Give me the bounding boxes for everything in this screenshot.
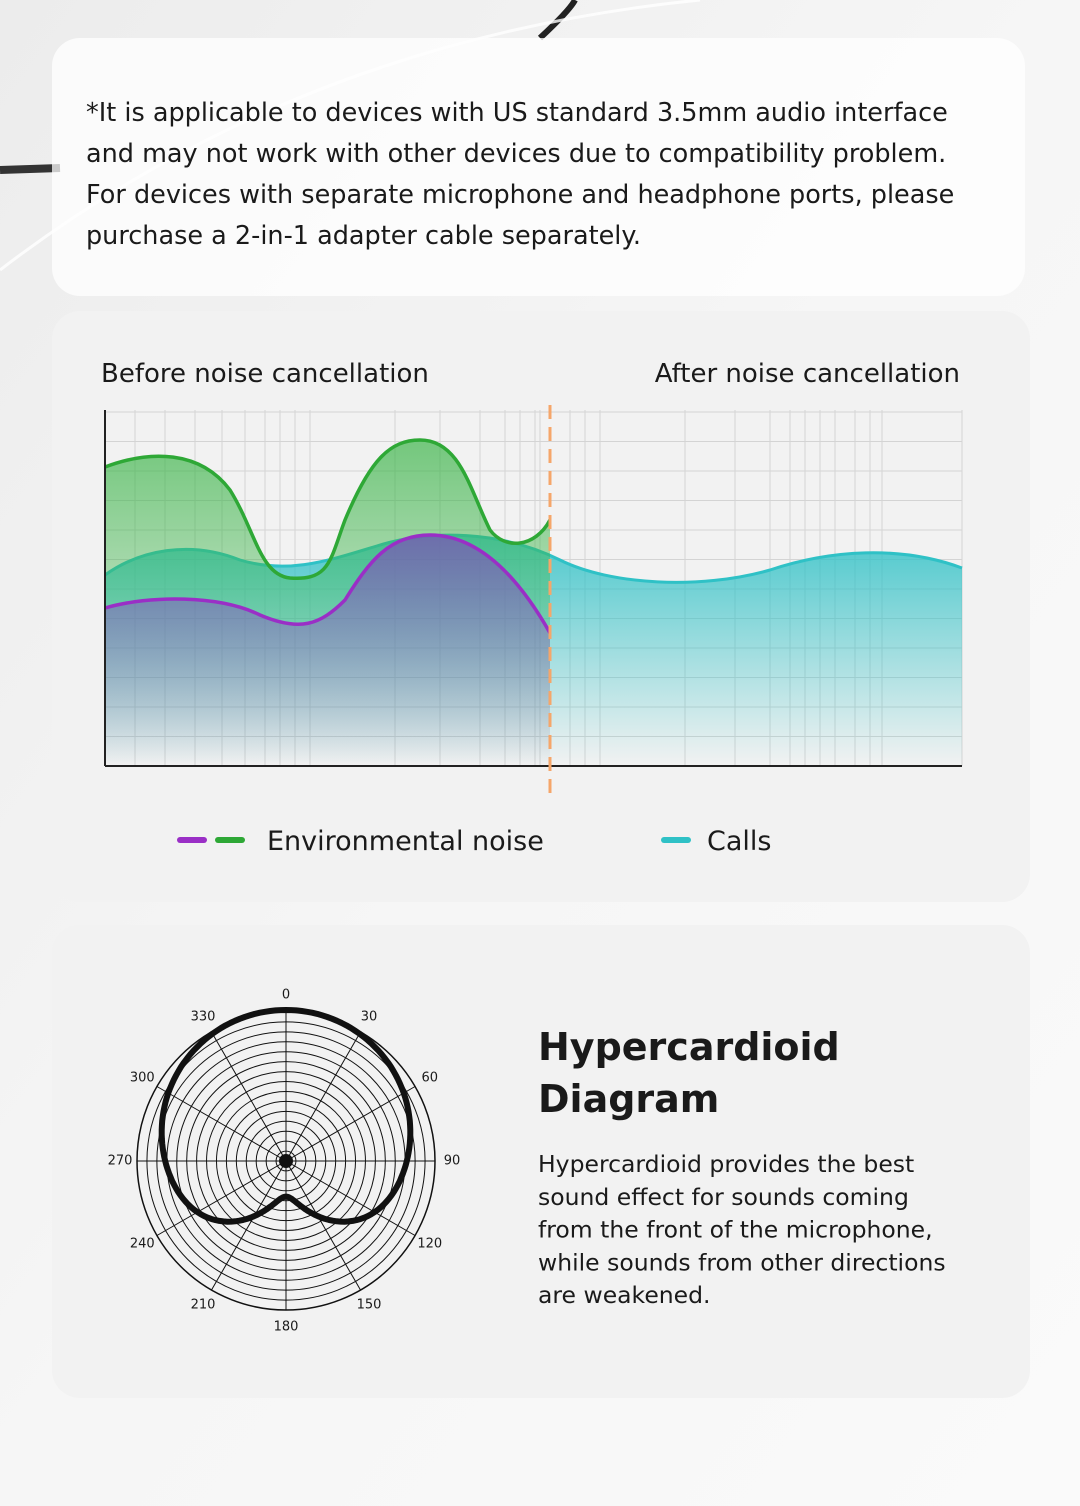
description-line: from the front of the microphone, bbox=[538, 1216, 933, 1244]
polar-label: 120 bbox=[417, 1237, 442, 1252]
description-line: are weakened. bbox=[538, 1281, 711, 1309]
note-line: For devices with separate microphone and… bbox=[86, 180, 954, 210]
polar-label: 0 bbox=[282, 988, 290, 1003]
polar-spoke bbox=[156, 1160, 287, 1236]
polar-label: 240 bbox=[130, 1237, 155, 1252]
pickup-pattern bbox=[158, 1007, 414, 1225]
polar-spoke bbox=[211, 1160, 287, 1291]
title-line: Diagram bbox=[538, 1077, 719, 1121]
note-line: purchase a 2-in-1 adapter cable separate… bbox=[86, 221, 641, 251]
note-line: *It is applicable to devices with US sta… bbox=[86, 98, 948, 128]
polar-label: 210 bbox=[191, 1297, 216, 1312]
polar-label: 270 bbox=[108, 1154, 133, 1169]
cable bbox=[537, 0, 578, 41]
legend-label: Calls bbox=[707, 826, 771, 857]
right-heading: After noise cancellation bbox=[655, 359, 960, 389]
polar-label: 90 bbox=[444, 1154, 461, 1169]
note-line: and may not work with other devices due … bbox=[86, 139, 946, 169]
polar-spoke bbox=[285, 1160, 416, 1236]
description-line: sound effect for sounds coming bbox=[538, 1183, 909, 1211]
polar-label: 330 bbox=[191, 1010, 216, 1025]
diagram-description: Hypercardioid provides the best sound eff… bbox=[538, 1150, 946, 1309]
polar-center bbox=[279, 1154, 293, 1168]
cable bbox=[0, 164, 61, 174]
description-line: while sounds from other directions bbox=[538, 1248, 946, 1276]
polar-label: 60 bbox=[421, 1071, 438, 1086]
polar-diagram: 0 30 60 90 120 150 180 210 240 270 300 330 bbox=[108, 988, 461, 1335]
polar-spoke bbox=[156, 1086, 287, 1162]
polar-spoke bbox=[285, 1031, 361, 1162]
title-line: Hypercardioid bbox=[538, 1025, 840, 1069]
diagram-title: Hypercardioid Diagram bbox=[538, 1025, 840, 1121]
polar-spoke bbox=[285, 1086, 416, 1162]
left-heading: Before noise cancellation bbox=[101, 359, 429, 389]
polar-label: 180 bbox=[274, 1320, 299, 1335]
noise-line-green bbox=[104, 438, 552, 580]
noise-area-purple bbox=[105, 535, 550, 766]
noise-line-purple bbox=[104, 533, 552, 634]
polar-spoke bbox=[285, 1160, 361, 1291]
polar-label: 30 bbox=[361, 1010, 378, 1025]
polar-spoke bbox=[211, 1031, 287, 1162]
note-card bbox=[52, 38, 1025, 296]
description-line: Hypercardioid provides the best bbox=[538, 1150, 914, 1178]
polar-label: 150 bbox=[357, 1297, 382, 1312]
legend-label: Environmental noise bbox=[267, 826, 544, 857]
note: *It is applicable to devices with US sta… bbox=[86, 98, 954, 251]
polar-label: 300 bbox=[130, 1071, 155, 1086]
